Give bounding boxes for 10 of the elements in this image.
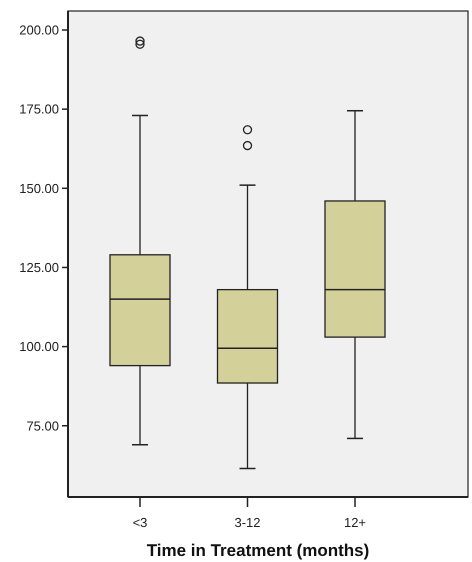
- y-tick-label: 125.00: [19, 260, 59, 276]
- y-tick-label: 150.00: [19, 180, 59, 196]
- x-tick-label: <3: [132, 515, 148, 530]
- y-tick-label: 175.00: [19, 102, 59, 117]
- y-tick-label: 75.00: [26, 418, 59, 434]
- y-tick-label: 200.00: [19, 22, 59, 38]
- x-tick-label: 3-12: [234, 515, 261, 530]
- y-tick-label: 100.00: [19, 339, 59, 354]
- x-tick-label: 12+: [344, 515, 366, 530]
- x-axis-title: Time in Treatment (months): [146, 541, 370, 560]
